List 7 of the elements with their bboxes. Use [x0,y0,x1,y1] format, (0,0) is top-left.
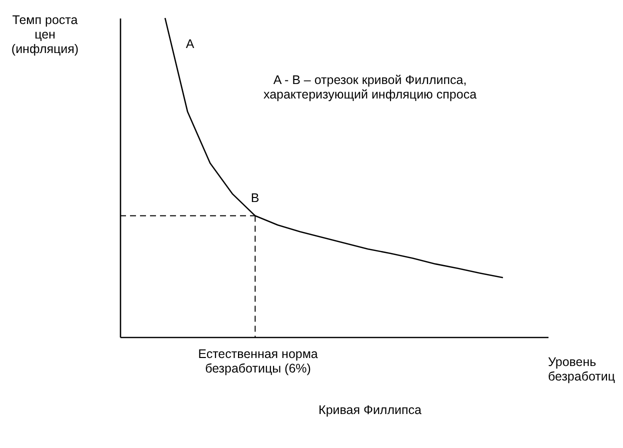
annotation: A - B – отрезок кривой Филлипса, характеризующий инфляцию спроса [263,73,477,102]
text: Кривая Филлипса [318,403,422,417]
text: Естественная норма безработицы (6%) [198,347,318,376]
y-axis-title: Темп роста цен (инфляция) [11,13,79,56]
annotation: B [250,191,260,205]
annotation: A [186,37,195,51]
x-axis-title: Уровень безработиц [548,355,616,384]
